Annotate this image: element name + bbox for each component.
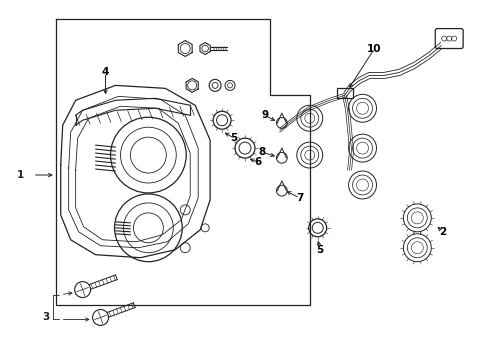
Text: 7: 7 — [296, 193, 303, 203]
Text: 9: 9 — [261, 110, 268, 120]
Text: 3: 3 — [42, 312, 50, 323]
Text: 5: 5 — [230, 133, 237, 143]
Text: 5: 5 — [315, 245, 323, 255]
Text: 2: 2 — [439, 227, 446, 237]
Text: 6: 6 — [254, 157, 261, 167]
Text: 8: 8 — [258, 147, 265, 157]
Text: 10: 10 — [366, 44, 381, 54]
Bar — [336, 88, 352, 98]
Text: 1: 1 — [17, 170, 24, 180]
Text: 4: 4 — [102, 67, 109, 77]
